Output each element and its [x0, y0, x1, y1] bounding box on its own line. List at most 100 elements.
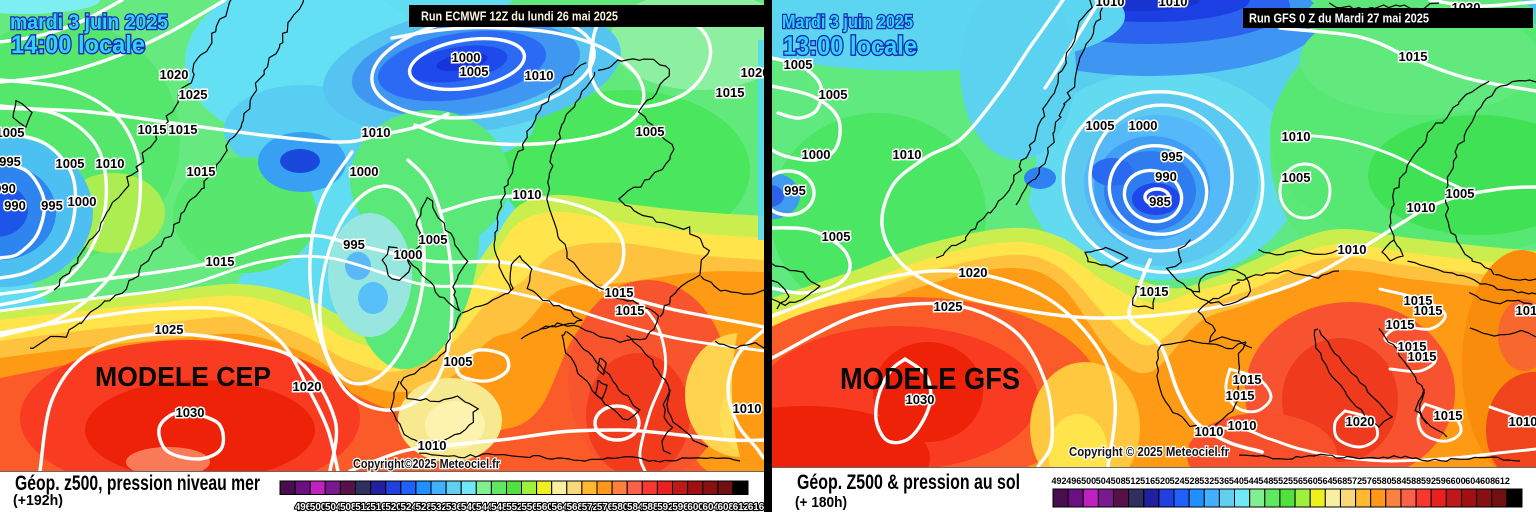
svg-text:1000: 1000 — [68, 194, 97, 209]
svg-text:1010: 1010 — [525, 68, 554, 83]
svg-text:1005: 1005 — [460, 64, 489, 79]
svg-text:1000: 1000 — [1129, 118, 1158, 133]
svg-text:500: 500 — [1081, 476, 1096, 486]
svg-text:540: 540 — [1229, 476, 1244, 486]
svg-text:608: 608 — [718, 502, 735, 512]
svg-text:520: 520 — [385, 502, 402, 512]
svg-text:592: 592 — [1421, 476, 1436, 486]
svg-text:524: 524 — [1170, 476, 1185, 486]
svg-text:604: 604 — [1465, 476, 1480, 486]
svg-text:985: 985 — [1149, 194, 1171, 209]
svg-text:1000: 1000 — [802, 147, 831, 162]
svg-text:564: 564 — [552, 502, 569, 512]
svg-text:588: 588 — [642, 502, 659, 512]
svg-text:1025: 1025 — [155, 322, 184, 337]
svg-text:1015: 1015 — [1434, 408, 1463, 423]
svg-text:1025: 1025 — [179, 87, 208, 102]
svg-text:516: 516 — [1140, 476, 1155, 486]
svg-text:1015: 1015 — [1233, 372, 1262, 387]
svg-text:512: 512 — [355, 502, 372, 512]
svg-text:608: 608 — [1480, 476, 1495, 486]
svg-text:568: 568 — [1332, 476, 1347, 486]
svg-text:1015: 1015 — [1399, 49, 1428, 64]
svg-text:1020: 1020 — [1346, 414, 1375, 429]
svg-text:1015: 1015 — [206, 254, 235, 269]
svg-text:596: 596 — [1436, 476, 1451, 486]
svg-text:1010: 1010 — [418, 438, 447, 453]
svg-text:(+192h): (+192h) — [13, 492, 63, 509]
svg-text:1005: 1005 — [56, 156, 85, 171]
svg-text:572: 572 — [1347, 476, 1362, 486]
svg-text:Run GFS 0 Z du Mardi 27 mai 20: Run GFS 0 Z du Mardi 27 mai 2025 — [1249, 12, 1429, 26]
svg-text:1010: 1010 — [362, 125, 391, 140]
svg-text:572: 572 — [582, 502, 599, 512]
svg-text:1005: 1005 — [444, 354, 473, 369]
svg-text:1005: 1005 — [1086, 118, 1115, 133]
svg-text:995: 995 — [41, 198, 63, 213]
svg-text:995: 995 — [343, 237, 365, 252]
svg-text:1010: 1010 — [1338, 242, 1367, 257]
svg-text:548: 548 — [1258, 476, 1273, 486]
svg-text:508: 508 — [1111, 476, 1126, 486]
svg-text:1020: 1020 — [293, 379, 322, 394]
svg-text:1010: 1010 — [1282, 129, 1311, 144]
svg-text:504: 504 — [1096, 476, 1111, 486]
svg-text:544: 544 — [1244, 476, 1259, 486]
svg-text:1015: 1015 — [1414, 303, 1443, 318]
svg-text:560: 560 — [536, 502, 553, 512]
svg-text:1030: 1030 — [176, 405, 205, 420]
svg-text:Copyright©2025 Meteociel.fr: Copyright©2025 Meteociel.fr — [353, 457, 500, 471]
svg-text:1010: 1010 — [1509, 414, 1536, 429]
svg-text:1020: 1020 — [959, 265, 988, 280]
svg-text:512: 512 — [1125, 476, 1140, 486]
svg-text:532: 532 — [431, 502, 448, 512]
svg-text:1015: 1015 — [605, 285, 634, 300]
svg-text:1015: 1015 — [169, 122, 198, 137]
svg-text:990: 990 — [1155, 169, 1177, 184]
svg-text:1010: 1010 — [1407, 200, 1436, 215]
svg-text:600: 600 — [687, 502, 704, 512]
svg-text:596: 596 — [672, 502, 689, 512]
svg-text:1015: 1015 — [616, 303, 645, 318]
svg-text:MODELE GFS: MODELE GFS — [840, 361, 1020, 396]
svg-text:1015: 1015 — [187, 164, 216, 179]
svg-text:524: 524 — [401, 502, 418, 512]
svg-text:1015: 1015 — [716, 85, 745, 100]
svg-text:556: 556 — [1288, 476, 1303, 486]
svg-text:1000: 1000 — [452, 50, 481, 65]
svg-text:520: 520 — [1155, 476, 1170, 486]
svg-text:Géop. Z500 & pression au sol: Géop. Z500 & pression au sol — [797, 471, 1020, 494]
svg-text:13:00 locale: 13:00 locale — [783, 31, 917, 61]
svg-text:556: 556 — [521, 502, 538, 512]
svg-text:990: 990 — [4, 198, 26, 213]
svg-text:(+ 180h): (+ 180h) — [795, 494, 847, 511]
svg-text:588: 588 — [1406, 476, 1421, 486]
svg-text:584: 584 — [627, 502, 644, 512]
svg-text:995: 995 — [784, 183, 806, 198]
svg-text:540: 540 — [461, 502, 478, 512]
svg-text:500: 500 — [310, 502, 327, 512]
svg-text:508: 508 — [340, 502, 357, 512]
svg-text:1010: 1010 — [1159, 0, 1188, 9]
svg-text:1015: 1015 — [1398, 339, 1427, 354]
svg-text:1005: 1005 — [636, 124, 665, 139]
svg-text:mardi 3 juin 2025: mardi 3 juin 2025 — [10, 10, 168, 34]
svg-text:1015: 1015 — [1226, 388, 1255, 403]
svg-text:1010: 1010 — [893, 147, 922, 162]
svg-text:1015: 1015 — [1404, 293, 1433, 308]
svg-text:1025: 1025 — [934, 299, 963, 314]
svg-text:504: 504 — [325, 502, 342, 512]
svg-text:576: 576 — [597, 502, 614, 512]
svg-text:995: 995 — [1161, 149, 1183, 164]
svg-text:576: 576 — [1362, 476, 1377, 486]
svg-text:1005: 1005 — [0, 125, 24, 140]
svg-text:516: 516 — [370, 502, 387, 512]
svg-text:1005: 1005 — [1446, 186, 1475, 201]
svg-text:580: 580 — [612, 502, 629, 512]
svg-text:1000: 1000 — [350, 164, 379, 179]
svg-text:536: 536 — [1214, 476, 1229, 486]
svg-text:1030: 1030 — [906, 392, 935, 407]
svg-text:584: 584 — [1391, 476, 1406, 486]
svg-text:616: 616 — [748, 502, 765, 512]
svg-text:1010: 1010 — [1195, 424, 1224, 439]
